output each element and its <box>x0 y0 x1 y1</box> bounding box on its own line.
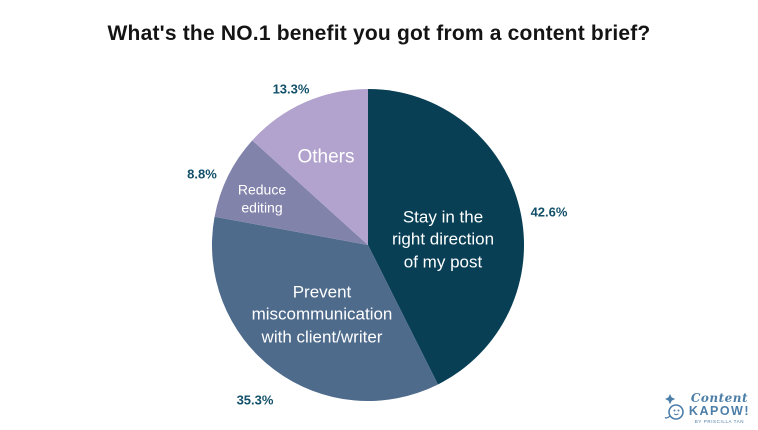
logo-text: Content KAPOW! BY PRISCILLA TAN <box>689 392 750 424</box>
slice-label-others: Others <box>297 146 355 168</box>
logo-script-text: Content <box>690 391 749 405</box>
content-kapow-logo: Content KAPOW! BY PRISCILLA TAN <box>663 392 750 424</box>
pct-label-others: 13.3% <box>272 81 310 97</box>
logo-kapow-text: KAPOW! <box>688 404 750 418</box>
pie-slice-0 <box>368 89 525 385</box>
logo-byline-text: BY PRISCILLA TAN <box>694 418 745 424</box>
pie-slice-3 <box>252 88 368 245</box>
pct-label-reduce-editing: 8.8% <box>187 166 217 182</box>
slice-label-reduce-editing: Reduce editing <box>237 181 287 216</box>
pct-label-stay-in-right-direction: 42.6% <box>530 204 568 220</box>
pct-label-prevent-miscommunication: 35.3% <box>236 392 274 408</box>
pie-slice-2 <box>214 140 368 245</box>
slice-label-stay-in-right-direction: Stay in the right direction of my post <box>391 207 495 272</box>
pie-slice-1 <box>211 216 438 402</box>
kapow-mascot-icon <box>664 394 684 420</box>
slice-label-prevent-miscommunication: Prevent miscommunication with client/wri… <box>251 282 393 347</box>
chart-title: What's the NO.1 benefit you got from a c… <box>107 22 651 45</box>
